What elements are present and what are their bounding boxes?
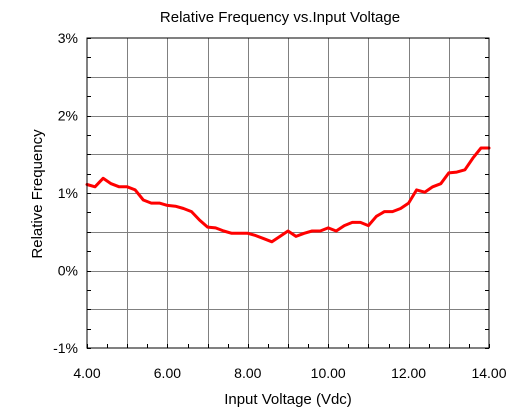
y-tick-label: 1% <box>58 185 78 201</box>
chart-title: Relative Frequency vs.Input Voltage <box>160 9 400 26</box>
y-tick-label: 0% <box>58 263 78 279</box>
x-tick-label: 4.00 <box>73 365 100 381</box>
x-tick-label: 8.00 <box>234 365 261 381</box>
x-tick-label: 12.00 <box>391 365 426 381</box>
axis-ticks <box>87 38 490 349</box>
y-axis-title: Relative Frequency <box>29 129 46 259</box>
y-tick-label: 2% <box>58 108 78 124</box>
tick-labels: 4.00 6.00 8.00 10.00 12.00 14.00 -1% 0% 1% 2% 3% <box>53 30 507 381</box>
series-line-1 <box>85 146 491 244</box>
x-tick-label: 14.00 <box>471 365 506 381</box>
y-tick-label: -1% <box>53 340 78 356</box>
gridlines <box>87 38 489 348</box>
x-tick-label: 10.00 <box>311 365 346 381</box>
y-tick-label: 3% <box>58 30 78 46</box>
x-axis-title: Input Voltage (Vdc) <box>224 391 352 408</box>
x-tick-label: 6.00 <box>154 365 181 381</box>
series-layer <box>85 146 491 244</box>
